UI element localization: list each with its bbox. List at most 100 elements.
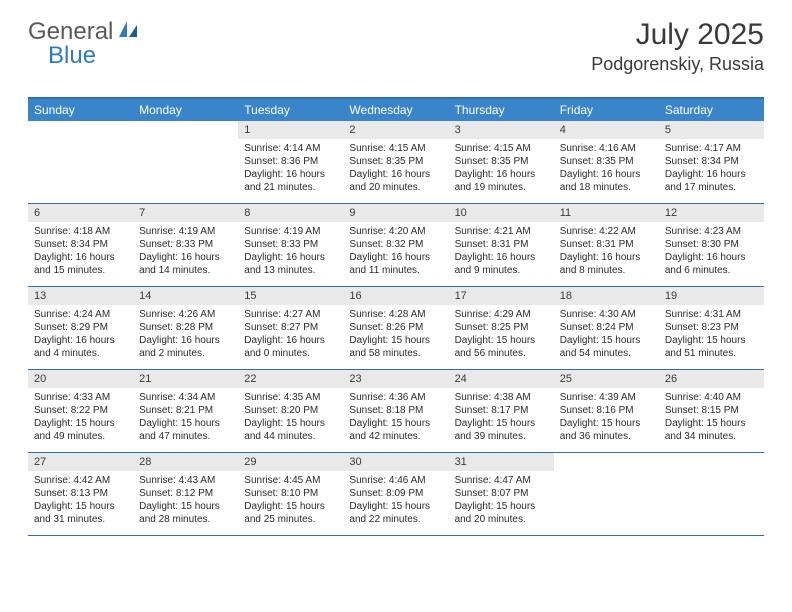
sunset-line: Sunset: 8:32 PM <box>349 238 442 251</box>
daylight-line: Daylight: 15 hours and 39 minutes. <box>455 417 548 443</box>
daylight-line: Daylight: 15 hours and 34 minutes. <box>665 417 758 443</box>
sunset-line: Sunset: 8:18 PM <box>349 404 442 417</box>
sunset-line: Sunset: 8:15 PM <box>665 404 758 417</box>
daylight-line: Daylight: 15 hours and 25 minutes. <box>244 500 337 526</box>
day-cell-20: 20Sunrise: 4:33 AMSunset: 8:22 PMDayligh… <box>28 370 133 452</box>
sunset-line: Sunset: 8:29 PM <box>34 321 127 334</box>
day-cell-19: 19Sunrise: 4:31 AMSunset: 8:23 PMDayligh… <box>659 287 764 369</box>
sunrise-line: Sunrise: 4:17 AM <box>665 142 758 155</box>
day-number: 2 <box>343 121 448 139</box>
sunrise-line: Sunrise: 4:36 AM <box>349 391 442 404</box>
day-details: Sunrise: 4:20 AMSunset: 8:32 PMDaylight:… <box>343 222 448 281</box>
day-number: 11 <box>554 204 659 222</box>
sunrise-line: Sunrise: 4:47 AM <box>455 474 548 487</box>
day-number: 8 <box>238 204 343 222</box>
daylight-line: Daylight: 15 hours and 49 minutes. <box>34 417 127 443</box>
sunrise-line: Sunrise: 4:15 AM <box>349 142 442 155</box>
sunrise-line: Sunrise: 4:42 AM <box>34 474 127 487</box>
sunset-line: Sunset: 8:10 PM <box>244 487 337 500</box>
day-details: Sunrise: 4:43 AMSunset: 8:12 PMDaylight:… <box>133 471 238 530</box>
day-number: 6 <box>28 204 133 222</box>
daylight-line: Daylight: 16 hours and 4 minutes. <box>34 334 127 360</box>
daylight-line: Daylight: 16 hours and 17 minutes. <box>665 168 758 194</box>
sunset-line: Sunset: 8:24 PM <box>560 321 653 334</box>
day-details: Sunrise: 4:21 AMSunset: 8:31 PMDaylight:… <box>449 222 554 281</box>
day-of-week-header: SundayMondayTuesdayWednesdayThursdayFrid… <box>28 99 764 121</box>
day-cell-12: 12Sunrise: 4:23 AMSunset: 8:30 PMDayligh… <box>659 204 764 286</box>
dow-monday: Monday <box>133 99 238 121</box>
day-cell-28: 28Sunrise: 4:43 AMSunset: 8:12 PMDayligh… <box>133 453 238 535</box>
sunrise-line: Sunrise: 4:21 AM <box>455 225 548 238</box>
day-cell-6: 6Sunrise: 4:18 AMSunset: 8:34 PMDaylight… <box>28 204 133 286</box>
day-number: 25 <box>554 370 659 388</box>
daylight-line: Daylight: 15 hours and 20 minutes. <box>455 500 548 526</box>
day-cell-26: 26Sunrise: 4:40 AMSunset: 8:15 PMDayligh… <box>659 370 764 452</box>
day-cell-11: 11Sunrise: 4:22 AMSunset: 8:31 PMDayligh… <box>554 204 659 286</box>
dow-tuesday: Tuesday <box>238 99 343 121</box>
day-details: Sunrise: 4:31 AMSunset: 8:23 PMDaylight:… <box>659 305 764 364</box>
sunset-line: Sunset: 8:23 PM <box>665 321 758 334</box>
sunrise-line: Sunrise: 4:39 AM <box>560 391 653 404</box>
day-number: 17 <box>449 287 554 305</box>
day-cell-29: 29Sunrise: 4:45 AMSunset: 8:10 PMDayligh… <box>238 453 343 535</box>
empty-cell <box>133 121 238 203</box>
daylight-line: Daylight: 15 hours and 28 minutes. <box>139 500 232 526</box>
sunrise-line: Sunrise: 4:38 AM <box>455 391 548 404</box>
sunset-line: Sunset: 8:33 PM <box>244 238 337 251</box>
day-cell-31: 31Sunrise: 4:47 AMSunset: 8:07 PMDayligh… <box>449 453 554 535</box>
day-cell-14: 14Sunrise: 4:26 AMSunset: 8:28 PMDayligh… <box>133 287 238 369</box>
title-location: Podgorenskiy, Russia <box>591 54 764 75</box>
day-details: Sunrise: 4:45 AMSunset: 8:10 PMDaylight:… <box>238 471 343 530</box>
daylight-line: Daylight: 15 hours and 54 minutes. <box>560 334 653 360</box>
day-number: 23 <box>343 370 448 388</box>
sunrise-line: Sunrise: 4:23 AM <box>665 225 758 238</box>
day-details: Sunrise: 4:19 AMSunset: 8:33 PMDaylight:… <box>238 222 343 281</box>
week-row: 13Sunrise: 4:24 AMSunset: 8:29 PMDayligh… <box>28 287 764 370</box>
day-details: Sunrise: 4:19 AMSunset: 8:33 PMDaylight:… <box>133 222 238 281</box>
daylight-line: Daylight: 16 hours and 14 minutes. <box>139 251 232 277</box>
day-cell-18: 18Sunrise: 4:30 AMSunset: 8:24 PMDayligh… <box>554 287 659 369</box>
day-details: Sunrise: 4:36 AMSunset: 8:18 PMDaylight:… <box>343 388 448 447</box>
day-details: Sunrise: 4:46 AMSunset: 8:09 PMDaylight:… <box>343 471 448 530</box>
daylight-line: Daylight: 16 hours and 11 minutes. <box>349 251 442 277</box>
day-number: 13 <box>28 287 133 305</box>
sunrise-line: Sunrise: 4:16 AM <box>560 142 653 155</box>
daylight-line: Daylight: 15 hours and 44 minutes. <box>244 417 337 443</box>
day-details: Sunrise: 4:35 AMSunset: 8:20 PMDaylight:… <box>238 388 343 447</box>
day-number: 22 <box>238 370 343 388</box>
daylight-line: Daylight: 16 hours and 21 minutes. <box>244 168 337 194</box>
daylight-line: Daylight: 15 hours and 56 minutes. <box>455 334 548 360</box>
empty-cell <box>28 121 133 203</box>
day-number: 7 <box>133 204 238 222</box>
day-cell-2: 2Sunrise: 4:15 AMSunset: 8:35 PMDaylight… <box>343 121 448 203</box>
calendar-grid: SundayMondayTuesdayWednesdayThursdayFrid… <box>28 97 764 536</box>
day-details: Sunrise: 4:34 AMSunset: 8:21 PMDaylight:… <box>133 388 238 447</box>
day-number: 4 <box>554 121 659 139</box>
daylight-line: Daylight: 15 hours and 31 minutes. <box>34 500 127 526</box>
logo-sail-icon <box>117 18 139 46</box>
sunset-line: Sunset: 8:20 PM <box>244 404 337 417</box>
empty-cell <box>554 453 659 535</box>
calendar-page: General July 2025 Podgorenskiy, Russia B… <box>0 0 792 546</box>
sunrise-line: Sunrise: 4:28 AM <box>349 308 442 321</box>
sunrise-line: Sunrise: 4:19 AM <box>139 225 232 238</box>
day-cell-15: 15Sunrise: 4:27 AMSunset: 8:27 PMDayligh… <box>238 287 343 369</box>
daylight-line: Daylight: 15 hours and 47 minutes. <box>139 417 232 443</box>
day-cell-24: 24Sunrise: 4:38 AMSunset: 8:17 PMDayligh… <box>449 370 554 452</box>
day-details: Sunrise: 4:17 AMSunset: 8:34 PMDaylight:… <box>659 139 764 198</box>
day-details: Sunrise: 4:15 AMSunset: 8:35 PMDaylight:… <box>343 139 448 198</box>
dow-saturday: Saturday <box>659 99 764 121</box>
day-details: Sunrise: 4:16 AMSunset: 8:35 PMDaylight:… <box>554 139 659 198</box>
sunset-line: Sunset: 8:36 PM <box>244 155 337 168</box>
page-header: General July 2025 Podgorenskiy, Russia <box>28 18 764 75</box>
day-number: 9 <box>343 204 448 222</box>
day-number: 31 <box>449 453 554 471</box>
day-cell-13: 13Sunrise: 4:24 AMSunset: 8:29 PMDayligh… <box>28 287 133 369</box>
day-cell-9: 9Sunrise: 4:20 AMSunset: 8:32 PMDaylight… <box>343 204 448 286</box>
day-details: Sunrise: 4:30 AMSunset: 8:24 PMDaylight:… <box>554 305 659 364</box>
day-details: Sunrise: 4:23 AMSunset: 8:30 PMDaylight:… <box>659 222 764 281</box>
day-cell-17: 17Sunrise: 4:29 AMSunset: 8:25 PMDayligh… <box>449 287 554 369</box>
sunrise-line: Sunrise: 4:31 AM <box>665 308 758 321</box>
sunset-line: Sunset: 8:09 PM <box>349 487 442 500</box>
sunrise-line: Sunrise: 4:46 AM <box>349 474 442 487</box>
